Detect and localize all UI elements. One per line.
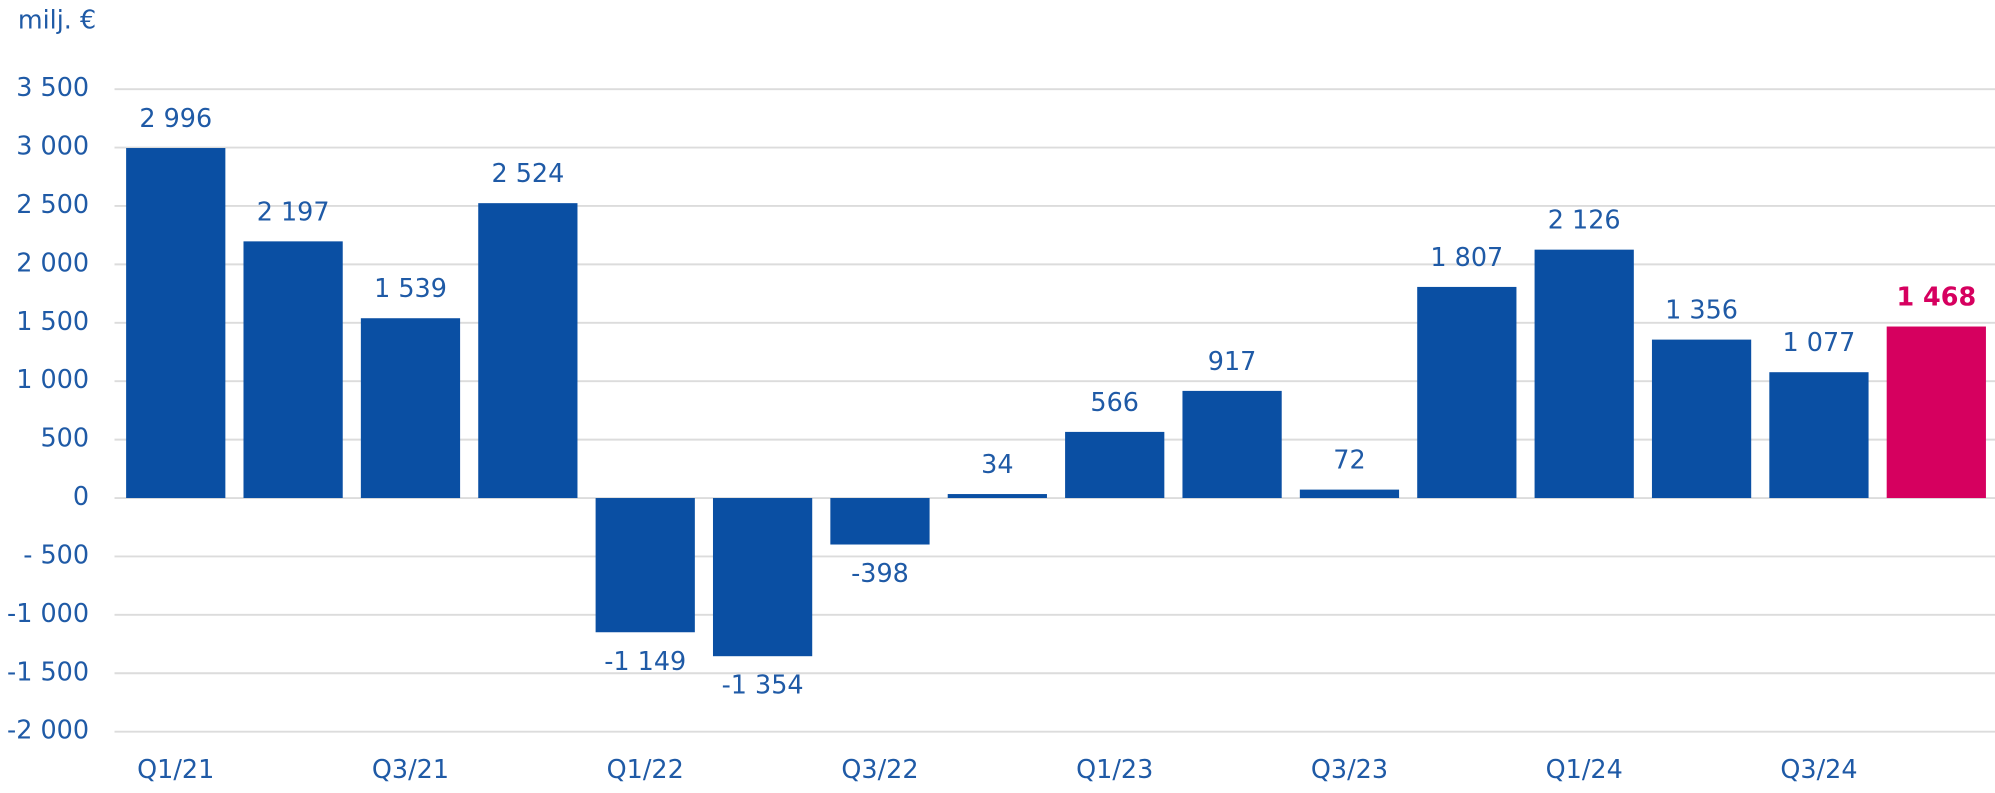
bar xyxy=(126,148,226,499)
bar xyxy=(243,241,343,499)
bar xyxy=(1769,372,1869,499)
value-label: 34 xyxy=(981,449,1013,479)
y-tick-label: -1 500 xyxy=(7,656,89,686)
x-tick-label: Q3/24 xyxy=(1780,754,1857,784)
x-tick-label: Q1/23 xyxy=(1076,754,1153,784)
bar xyxy=(360,318,461,499)
y-tick-label: -2 000 xyxy=(7,715,89,745)
bar xyxy=(1299,489,1400,499)
x-tick-label: Q3/21 xyxy=(372,754,449,784)
value-label: 566 xyxy=(1090,387,1139,417)
y-tick-label: - 500 xyxy=(23,539,89,569)
bar xyxy=(947,494,1047,499)
y-axis-label: milj. € xyxy=(18,5,96,35)
bar xyxy=(1651,339,1752,499)
value-label: 2 524 xyxy=(491,158,564,188)
value-label: 2 197 xyxy=(257,196,330,226)
bar xyxy=(712,498,813,657)
value-label: 917 xyxy=(1208,346,1257,376)
y-tick-label: 2 500 xyxy=(16,189,89,219)
bar xyxy=(1417,286,1517,499)
y-tick-label: 0 xyxy=(73,481,89,511)
y-tick-label: 3 000 xyxy=(16,131,89,161)
value-label: 1 539 xyxy=(374,273,447,303)
bar xyxy=(1065,431,1165,499)
bar xyxy=(1886,326,1986,499)
bar xyxy=(595,498,695,633)
value-label: -1 149 xyxy=(604,646,686,676)
y-tick-label: 3 500 xyxy=(16,72,89,102)
y-tick-label: -1 000 xyxy=(7,598,89,628)
value-label: 1 468 xyxy=(1896,282,1976,312)
y-tick-label: 1 500 xyxy=(16,306,89,336)
value-label: 1 807 xyxy=(1430,242,1503,272)
value-label: -1 354 xyxy=(722,670,804,700)
x-tick-label: Q1/22 xyxy=(607,754,684,784)
value-label: 1 356 xyxy=(1665,295,1738,325)
value-label: -398 xyxy=(851,558,909,588)
value-label: 1 077 xyxy=(1783,327,1856,357)
value-label: 2 126 xyxy=(1548,205,1621,235)
bar xyxy=(478,203,578,499)
value-label: 72 xyxy=(1333,445,1365,475)
bar xyxy=(1534,249,1634,499)
y-tick-label: 2 000 xyxy=(16,247,89,277)
value-label: 2 996 xyxy=(139,103,212,133)
y-tick-label: 500 xyxy=(41,423,90,453)
x-tick-label: Q3/22 xyxy=(841,754,918,784)
y-tick-label: 1 000 xyxy=(16,364,89,394)
x-tick-label: Q3/23 xyxy=(1311,754,1388,784)
bar xyxy=(1182,390,1282,499)
x-tick-label: Q1/21 xyxy=(137,754,214,784)
x-tick-label: Q1/24 xyxy=(1546,754,1623,784)
bar xyxy=(830,498,930,545)
